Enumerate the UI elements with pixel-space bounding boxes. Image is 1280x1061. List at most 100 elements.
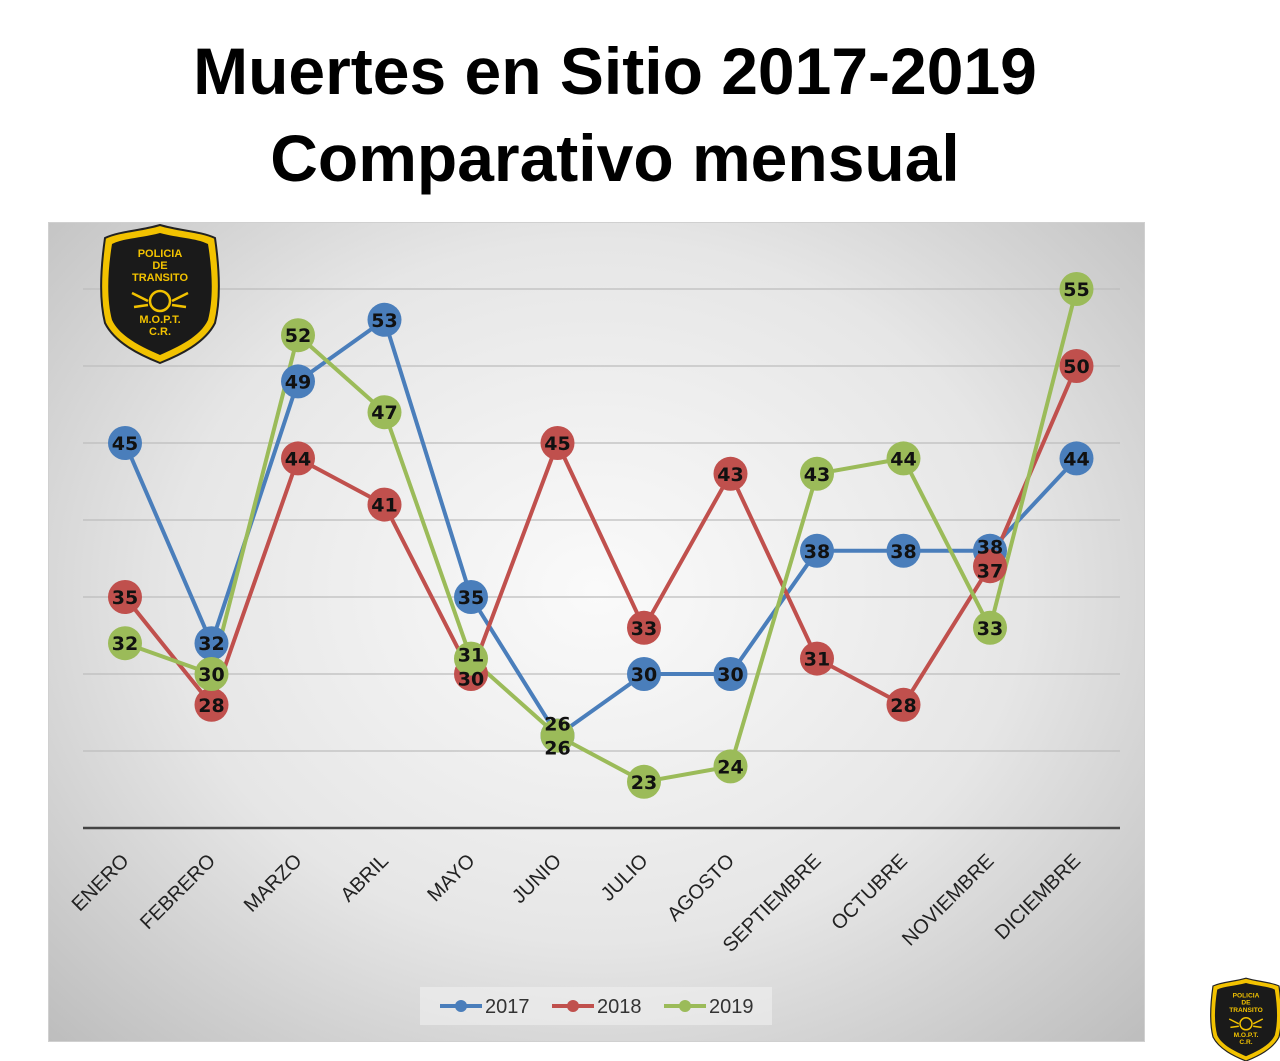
legend-marker (679, 1000, 691, 1012)
logo-text: POLICIA (138, 248, 183, 260)
wheel-icon (148, 289, 172, 313)
data-point-2018 (194, 687, 229, 722)
data-label-2019: 31 (458, 644, 484, 666)
data-label-2019: 32 (112, 633, 138, 655)
x-tick-label: FEBRERO (136, 850, 220, 934)
data-point-2019 (627, 764, 661, 799)
data-label-2019: 30 (198, 664, 224, 686)
data-point-2019 (194, 657, 229, 691)
data-label-2018: 44 (285, 448, 311, 470)
legend-marker (567, 1000, 579, 1012)
data-label-2018: 35 (112, 587, 138, 609)
data-label-2018: 43 (717, 464, 743, 486)
data-point-2018 (1059, 349, 1094, 383)
data-label-2017: 45 (112, 433, 138, 455)
chart-area (48, 222, 1145, 1042)
data-point-2017 (627, 657, 661, 691)
logo-text: M.O.P.T. (1234, 1032, 1259, 1039)
series-line-2017 (123, 317, 1078, 738)
data-point-2018 (281, 441, 315, 476)
data-label-2019: 44 (890, 448, 916, 470)
data-label-2018: 50 (1063, 356, 1089, 378)
data-label-2018: 33 (631, 618, 657, 640)
x-tick-label: NOVIEMBRE (898, 850, 998, 950)
wings-icon (131, 291, 189, 309)
data-point-2019 (973, 610, 1007, 645)
legend-label: 2019 (709, 996, 754, 1018)
data-point-2019 (281, 318, 315, 353)
x-tick-label: JUNIO (508, 850, 566, 908)
logo-text: C.R. (1239, 1039, 1252, 1046)
x-tick-label: JULIO (597, 850, 653, 906)
data-label-2017: 53 (371, 310, 397, 332)
data-label-2017: 32 (198, 633, 224, 655)
data-label-2017: 44 (1063, 448, 1089, 470)
data-point-2017 (1059, 441, 1094, 476)
data-point-2019 (1059, 272, 1094, 306)
data-point-2018 (800, 641, 834, 676)
logo-text: C.R. (149, 326, 171, 338)
data-label-2018: 45 (544, 433, 570, 455)
chart-title: Muertes en Sitio 2017-2019 (193, 34, 1037, 108)
data-label-2017: 38 (804, 541, 830, 563)
data-point-2019 (800, 456, 834, 491)
data-label-2019: 23 (631, 772, 657, 794)
data-point-2019 (540, 718, 575, 753)
data-label-2019: 43 (804, 464, 830, 486)
shield-inner (108, 233, 212, 355)
data-label-2018: 28 (198, 695, 224, 717)
wings-icon (1228, 1018, 1264, 1029)
x-tick-label: MARZO (240, 850, 307, 917)
data-point-2018 (713, 456, 748, 491)
logo-text: TRANSITO (1229, 1007, 1263, 1014)
x-tick-label: AGOSTO (663, 850, 739, 926)
data-label-2019: 26 (544, 738, 570, 760)
data-point-2017 (886, 533, 921, 568)
data-point-2017 (281, 364, 315, 399)
data-label-2019: 47 (371, 402, 397, 424)
data-point-2019 (886, 441, 921, 476)
data-point-2017 (800, 533, 834, 568)
series-line-2018 (123, 365, 1079, 707)
legend-label: 2018 (597, 996, 642, 1018)
data-point-2018 (367, 487, 402, 522)
data-label-2018: 37 (977, 561, 1003, 583)
data-point-2018 (886, 687, 921, 722)
chart-subtitle: Comparativo mensual (270, 121, 960, 195)
x-tick-label: ABRIL (337, 850, 393, 906)
data-point-2019 (108, 626, 142, 661)
logo-text: POLICIA (1233, 992, 1260, 999)
x-tick-label: ENERO (68, 850, 134, 916)
data-point-2017 (108, 426, 142, 460)
data-point-2019 (454, 641, 488, 676)
data-label-2017: 35 (458, 587, 484, 609)
data-label-2019: 24 (717, 756, 743, 778)
data-label-2019: 55 (1063, 279, 1089, 301)
data-point-2018 (540, 426, 575, 460)
data-point-2017 (454, 580, 488, 614)
logo-text: M.O.P.T. (139, 314, 180, 326)
logo-text: DE (1241, 1000, 1251, 1007)
legend-marker (455, 1000, 467, 1012)
data-label-2017: 38 (890, 541, 916, 563)
logo-text: TRANSITO (132, 272, 188, 284)
x-tick-label: MAYO (423, 850, 479, 906)
data-label-2018: 28 (890, 695, 916, 717)
logo-text: DE (152, 260, 167, 272)
wheel-icon (1239, 1017, 1253, 1031)
series-line-2019 (124, 288, 1079, 784)
data-point-2018 (973, 549, 1007, 584)
data-point-2018 (627, 610, 661, 645)
x-tick-label: DICIEMBRE (991, 850, 1085, 944)
data-label-2017: 38 (977, 537, 1003, 559)
data-point-2018 (108, 580, 142, 614)
legend-label: 2017 (485, 996, 530, 1018)
data-label-2019: 33 (977, 618, 1003, 640)
data-label-2018: 31 (804, 649, 830, 671)
data-label-2017: 26 (544, 714, 570, 736)
shield-inner (1214, 983, 1278, 1057)
data-point-2017 (713, 657, 748, 691)
